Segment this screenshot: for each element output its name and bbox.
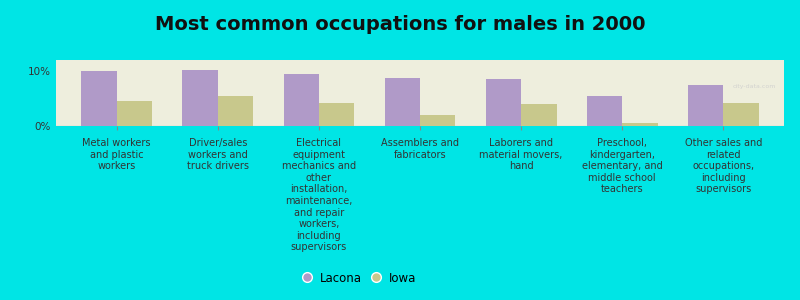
Legend: Lacona, Iowa: Lacona, Iowa bbox=[301, 268, 419, 288]
Bar bbox=[218, 96, 253, 126]
Bar bbox=[622, 123, 658, 126]
Bar bbox=[319, 103, 354, 126]
Text: Laborers and
material movers,
hand: Laborers and material movers, hand bbox=[479, 138, 562, 171]
Bar bbox=[283, 74, 319, 126]
Bar bbox=[723, 103, 758, 126]
Bar bbox=[587, 96, 622, 126]
Text: Other sales and
related
occupations,
including
supervisors: Other sales and related occupations, inc… bbox=[685, 138, 762, 194]
Bar bbox=[117, 101, 152, 126]
Bar bbox=[420, 115, 455, 126]
Bar bbox=[385, 78, 420, 126]
Bar bbox=[521, 104, 557, 126]
Text: city-data.com: city-data.com bbox=[733, 84, 776, 89]
Text: Most common occupations for males in 2000: Most common occupations for males in 200… bbox=[154, 15, 646, 34]
Bar bbox=[82, 71, 117, 126]
Text: Preschool,
kindergarten,
elementary, and
middle school
teachers: Preschool, kindergarten, elementary, and… bbox=[582, 138, 662, 194]
Text: Electrical
equipment
mechanics and
other
installation,
maintenance,
and repair
w: Electrical equipment mechanics and other… bbox=[282, 138, 356, 252]
Bar bbox=[182, 70, 218, 126]
Bar bbox=[688, 85, 723, 126]
Text: Assemblers and
fabricators: Assemblers and fabricators bbox=[381, 138, 459, 160]
Text: Metal workers
and plastic
workers: Metal workers and plastic workers bbox=[82, 138, 151, 171]
Bar bbox=[486, 79, 521, 126]
Text: Driver/sales
workers and
truck drivers: Driver/sales workers and truck drivers bbox=[186, 138, 249, 171]
